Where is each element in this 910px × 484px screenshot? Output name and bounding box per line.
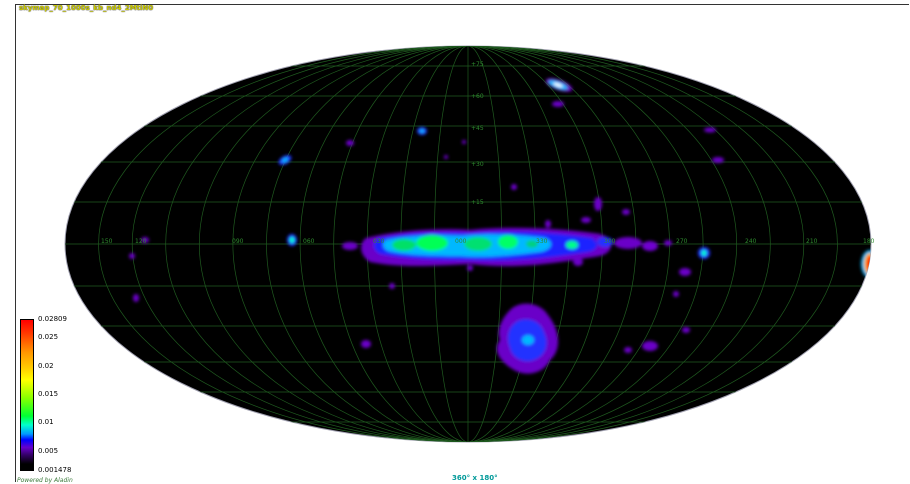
colorbar-tick-label: 0.015 xyxy=(38,390,59,398)
lon-label-090: 090 xyxy=(232,238,244,245)
longitude-labels: 150 120 090 060 030 000 330 300 270 240 … xyxy=(101,238,875,245)
lon-label-030: 030 xyxy=(373,238,385,245)
lon-label-060: 060 xyxy=(303,238,315,245)
lon-label-270: 270 xyxy=(676,238,688,245)
lon-label-240: 240 xyxy=(745,238,757,245)
lat-label-45: +45 xyxy=(471,125,484,132)
colorbar-tick-label: 0.025 xyxy=(38,333,59,341)
colorbar xyxy=(20,319,34,471)
lat-label-75: +75 xyxy=(471,61,484,68)
lon-label-300: 300 xyxy=(604,238,616,245)
colorbar-tick-label: 0.005 xyxy=(38,447,59,455)
field-of-view-label: 360° x 180° xyxy=(452,474,498,482)
colorbar-min-label: 0.001478 xyxy=(38,466,72,474)
lon-label-000: 000 xyxy=(455,238,467,245)
lon-label-150: 150 xyxy=(101,238,113,245)
latitude-labels: +75 +60 +45 +30 +15 xyxy=(471,61,484,206)
lat-label-30: +30 xyxy=(471,161,484,168)
lat-label-15: +15 xyxy=(471,199,484,206)
colorbar-tick-label: 0.02 xyxy=(38,362,54,370)
powered-by-credit[interactable]: Powered by Aladin xyxy=(17,477,73,484)
lon-label-330: 330 xyxy=(536,238,548,245)
lon-label-210: 210 xyxy=(806,238,818,245)
bright-edge-source xyxy=(861,250,871,278)
map-title: skymap_70_1000s_kb_nd4_2MtiN0 xyxy=(19,4,154,12)
emission-layer xyxy=(129,78,724,374)
map-frame xyxy=(15,4,909,482)
lon-label-180: 180 xyxy=(863,238,875,245)
colorbar-max-label: 0.02809 xyxy=(38,315,67,323)
colorbar-tick-label: 0.01 xyxy=(38,418,54,426)
lon-label-120: 120 xyxy=(135,238,147,245)
lat-label-60: +60 xyxy=(471,93,484,100)
